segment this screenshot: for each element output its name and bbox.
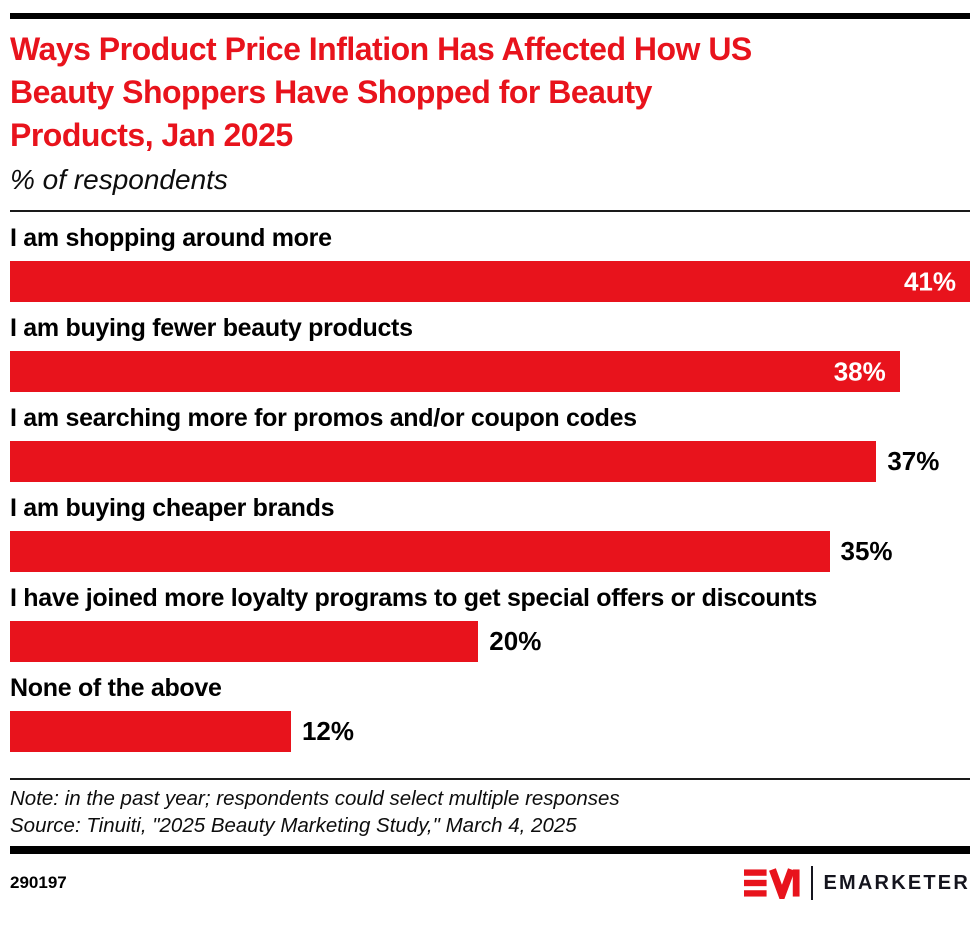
bar-value-label: 35% — [840, 536, 893, 566]
source-text: Source: Tinuiti, "2025 Beauty Marketing … — [10, 814, 577, 837]
chart-page: Ways Product Price Inflation Has Affecte… — [0, 13, 980, 900]
logo-wordmark: EMARKETER — [823, 871, 970, 894]
bar-value-label: 38% — [833, 356, 886, 386]
chart-subtitle: % of respondents — [10, 164, 228, 195]
note-text: Note: in the past year; respondents coul… — [10, 787, 620, 810]
logo-divider — [810, 866, 813, 900]
bar-row: I am searching more for promos and/or co… — [10, 404, 970, 482]
footer: 290197 EMARKETER — [10, 866, 970, 900]
bar-row: I have joined more loyalty programs to g… — [10, 584, 970, 662]
bar-value-label: 20% — [489, 626, 542, 656]
bar-value-label: 37% — [887, 446, 940, 476]
bar-chart: I am shopping around more 41% I am buyin… — [10, 224, 970, 752]
chart-id: 290197 — [10, 873, 67, 892]
bar — [10, 531, 830, 572]
chart-title-line-3: Products, Jan 2025 — [10, 117, 293, 153]
bar-label: I am shopping around more — [10, 224, 332, 252]
bar — [10, 621, 479, 662]
bar: 38% — [10, 351, 900, 392]
chart-notes: Note: in the past year; respondents coul… — [10, 785, 970, 839]
bar-track: 12% — [10, 711, 970, 752]
bar-row: I am shopping around more 41% — [10, 224, 970, 302]
bar-track: 41% — [10, 261, 970, 302]
bar-value-label: 12% — [301, 716, 355, 746]
bar — [10, 711, 291, 752]
bar-label: None of the above — [10, 674, 222, 702]
bar-track: 20% — [10, 621, 970, 662]
emarketer-logo: EMARKETER — [743, 866, 970, 900]
bar: 41% — [10, 261, 970, 302]
bar-label: I have joined more loyalty programs to g… — [10, 584, 817, 612]
footer-divider — [10, 778, 970, 780]
bar-track: 35% — [10, 531, 970, 572]
chart-title-line-1: Ways Product Price Inflation Has Affecte… — [10, 31, 752, 67]
bar-row: I am buying fewer beauty products 38% — [10, 314, 970, 392]
bar-track: 37% — [10, 441, 970, 482]
em-mark-icon — [743, 868, 800, 899]
header-divider — [10, 210, 970, 212]
chart-title: Ways Product Price Inflation Has Affecte… — [10, 28, 970, 157]
bar-row: None of the above 12% — [10, 674, 970, 752]
chart-title-line-2: Beauty Shoppers Have Shopped for Beauty — [10, 74, 652, 110]
bar — [10, 441, 877, 482]
bar-label: I am buying fewer beauty products — [10, 314, 413, 342]
bar-value-label: 41% — [903, 266, 956, 296]
top-accent-bar — [10, 13, 970, 19]
bar-label: I am buying cheaper brands — [10, 494, 335, 522]
bar-label: I am searching more for promos and/or co… — [10, 404, 637, 432]
bar-row: I am buying cheaper brands 35% — [10, 494, 970, 572]
bottom-accent-bar — [10, 846, 970, 854]
bar-track: 38% — [10, 351, 970, 392]
